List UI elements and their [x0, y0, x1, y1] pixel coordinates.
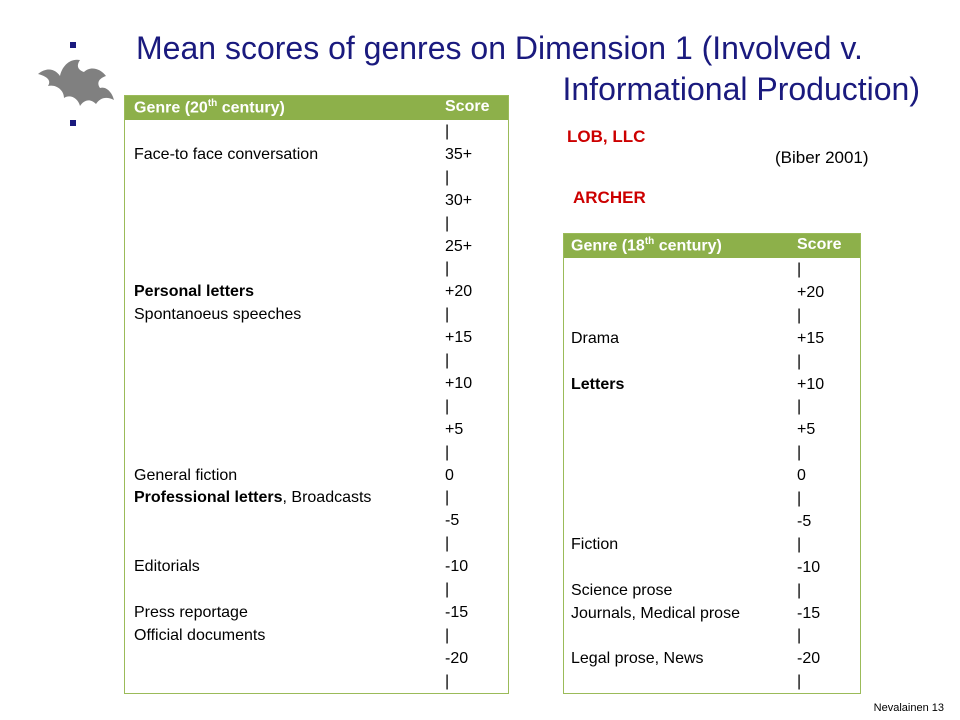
score-cell: |	[797, 398, 802, 416]
score-cell: |	[797, 673, 802, 691]
table-header: Genre (18th century) Score	[564, 234, 860, 258]
header-genre: Genre (20th century)	[134, 98, 285, 117]
score-cell: +15	[797, 329, 825, 347]
genre-cell: Drama	[571, 329, 620, 347]
score-cell: 0	[445, 466, 454, 484]
score-cell: |	[445, 535, 450, 553]
title-line-1: Mean scores of genres on Dimension 1 (In…	[136, 30, 863, 66]
score-cell: 25+	[445, 237, 473, 255]
genre-cell: Fiction	[571, 535, 619, 553]
score-cell: -20	[797, 650, 821, 668]
score-cell: |	[445, 352, 450, 369]
score-cell: 0	[797, 467, 806, 485]
score-cell: 30+	[445, 191, 473, 209]
slide-title: Mean scores of genres on Dimension 1 (In…	[120, 28, 920, 110]
genre-cell: General fiction	[134, 466, 238, 484]
genre-cell: Personal letters	[134, 283, 255, 301]
genre-cell: Press reportage	[134, 603, 248, 621]
score-cell: |	[445, 672, 450, 690]
score-cell: |	[797, 581, 802, 599]
score-cell: -5	[797, 512, 812, 530]
genre-cell: Official documents	[134, 626, 266, 644]
genre-cell: Professional letters, Broadcasts	[134, 489, 372, 507]
title-line-2: Informational Production)	[562, 70, 920, 107]
university-flame-logo	[38, 42, 114, 126]
header-genre: Genre (18th century)	[571, 236, 722, 255]
score-cell: -10	[797, 558, 821, 576]
score-cell: |	[445, 489, 450, 507]
table-header: Genre (20th century) Score	[125, 96, 508, 120]
score-cell: |	[797, 535, 802, 553]
genre-cell: Face-to face conversation	[134, 145, 319, 163]
score-cell: +15	[445, 329, 473, 347]
header-score: Score	[797, 236, 842, 253]
score-cell: +10	[797, 375, 825, 393]
genre-cell: Journals, Medical prose	[571, 604, 740, 622]
score-cell: -5	[445, 512, 460, 530]
score-cell: |	[445, 626, 450, 644]
genre-cell: Science prose	[571, 581, 673, 599]
score-cell: +10	[445, 374, 473, 392]
score-cell: |	[445, 443, 450, 461]
score-cell: -20	[445, 649, 469, 667]
score-cell: 35+	[445, 145, 473, 163]
table-20th-century: Genre (20th century) Score | Face-to face…	[124, 95, 509, 694]
score-cell: |	[445, 214, 450, 232]
genre-cell: Legal prose, News	[571, 650, 704, 668]
score-cell: -15	[797, 604, 821, 622]
score-cell: |	[445, 123, 450, 140]
genre-cell: Editorials	[134, 558, 200, 576]
score-cell: |	[797, 490, 802, 507]
table-18th-century: Genre (18th century) Score | +20 | Drama +15…	[563, 233, 861, 694]
score-cell: |	[797, 627, 802, 645]
score-cell: |	[797, 261, 802, 278]
score-cell: -15	[445, 603, 469, 621]
genre-cell: Letters	[571, 375, 625, 393]
citation: (Biber 2001)	[775, 148, 869, 167]
score-cell: +20	[797, 283, 825, 301]
score-cell: |	[797, 352, 802, 370]
score-cell: +20	[445, 283, 473, 301]
footer-page-label: Nevalainen 13	[873, 702, 944, 714]
score-cell: |	[797, 306, 802, 324]
header-score: Score	[445, 98, 490, 115]
score-cell: |	[445, 306, 450, 324]
score-cell: -10	[445, 558, 469, 576]
score-cell: |	[445, 397, 450, 415]
corpus-label-lob: LOB, LLC	[567, 127, 646, 146]
score-cell: |	[445, 581, 450, 598]
corpus-label-archer: ARCHER	[573, 188, 646, 207]
genre-cell: Spontanoeus speeches	[134, 306, 302, 324]
score-cell: |	[445, 260, 450, 278]
score-cell: +5	[797, 421, 816, 439]
score-cell: |	[797, 444, 802, 462]
score-cell: +5	[445, 420, 464, 438]
score-cell: |	[445, 168, 450, 186]
